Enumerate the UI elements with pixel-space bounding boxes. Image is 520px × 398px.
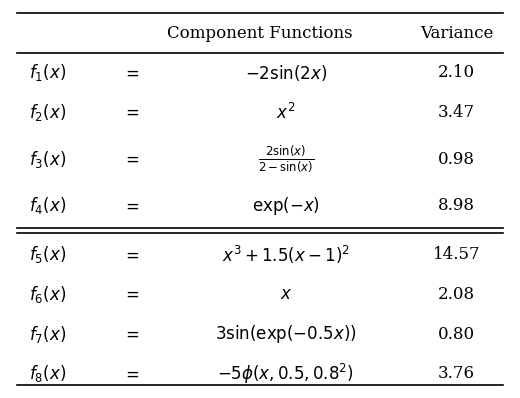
Text: 3.76: 3.76 xyxy=(438,365,475,382)
Text: 14.57: 14.57 xyxy=(433,246,480,263)
Text: $f_8(x)$: $f_8(x)$ xyxy=(29,363,67,384)
Text: 0.80: 0.80 xyxy=(438,326,475,343)
Text: $f_2(x)$: $f_2(x)$ xyxy=(29,102,67,123)
Text: $x$: $x$ xyxy=(280,286,292,303)
Text: $=$: $=$ xyxy=(122,246,139,263)
Text: $=$: $=$ xyxy=(122,151,139,168)
Text: $\frac{2\sin(x)}{2-\sin(x)}$: $\frac{2\sin(x)}{2-\sin(x)}$ xyxy=(258,144,314,175)
Text: $f_4(x)$: $f_4(x)$ xyxy=(29,195,67,217)
Text: 8.98: 8.98 xyxy=(438,197,475,215)
Text: 2.08: 2.08 xyxy=(438,286,475,303)
Text: $=$: $=$ xyxy=(122,286,139,303)
Text: $-2\sin(2x)$: $-2\sin(2x)$ xyxy=(245,63,327,83)
Text: $f_1(x)$: $f_1(x)$ xyxy=(29,62,67,83)
Text: 3.47: 3.47 xyxy=(438,104,475,121)
Text: 0.98: 0.98 xyxy=(438,151,475,168)
Text: $=$: $=$ xyxy=(122,197,139,215)
Text: $f_5(x)$: $f_5(x)$ xyxy=(29,244,67,265)
Text: $=$: $=$ xyxy=(122,104,139,121)
Text: $x^3+1.5(x-1)^2$: $x^3+1.5(x-1)^2$ xyxy=(222,244,350,266)
Text: $f_6(x)$: $f_6(x)$ xyxy=(29,284,67,305)
Text: $=$: $=$ xyxy=(122,64,139,81)
Text: $=$: $=$ xyxy=(122,326,139,343)
Text: $x^2$: $x^2$ xyxy=(276,103,295,123)
Text: $3\sin(\exp(-0.5x))$: $3\sin(\exp(-0.5x))$ xyxy=(215,323,357,345)
Text: $-5\phi(x,0.5,0.8^2)$: $-5\phi(x,0.5,0.8^2)$ xyxy=(217,362,354,386)
Text: $=$: $=$ xyxy=(122,365,139,382)
Text: 2.10: 2.10 xyxy=(438,64,475,81)
Text: $f_7(x)$: $f_7(x)$ xyxy=(29,324,67,345)
Text: Variance: Variance xyxy=(420,25,493,42)
Text: $\exp(-x)$: $\exp(-x)$ xyxy=(252,195,320,217)
Text: $f_3(x)$: $f_3(x)$ xyxy=(29,149,67,170)
Text: Component Functions: Component Functions xyxy=(167,25,353,42)
